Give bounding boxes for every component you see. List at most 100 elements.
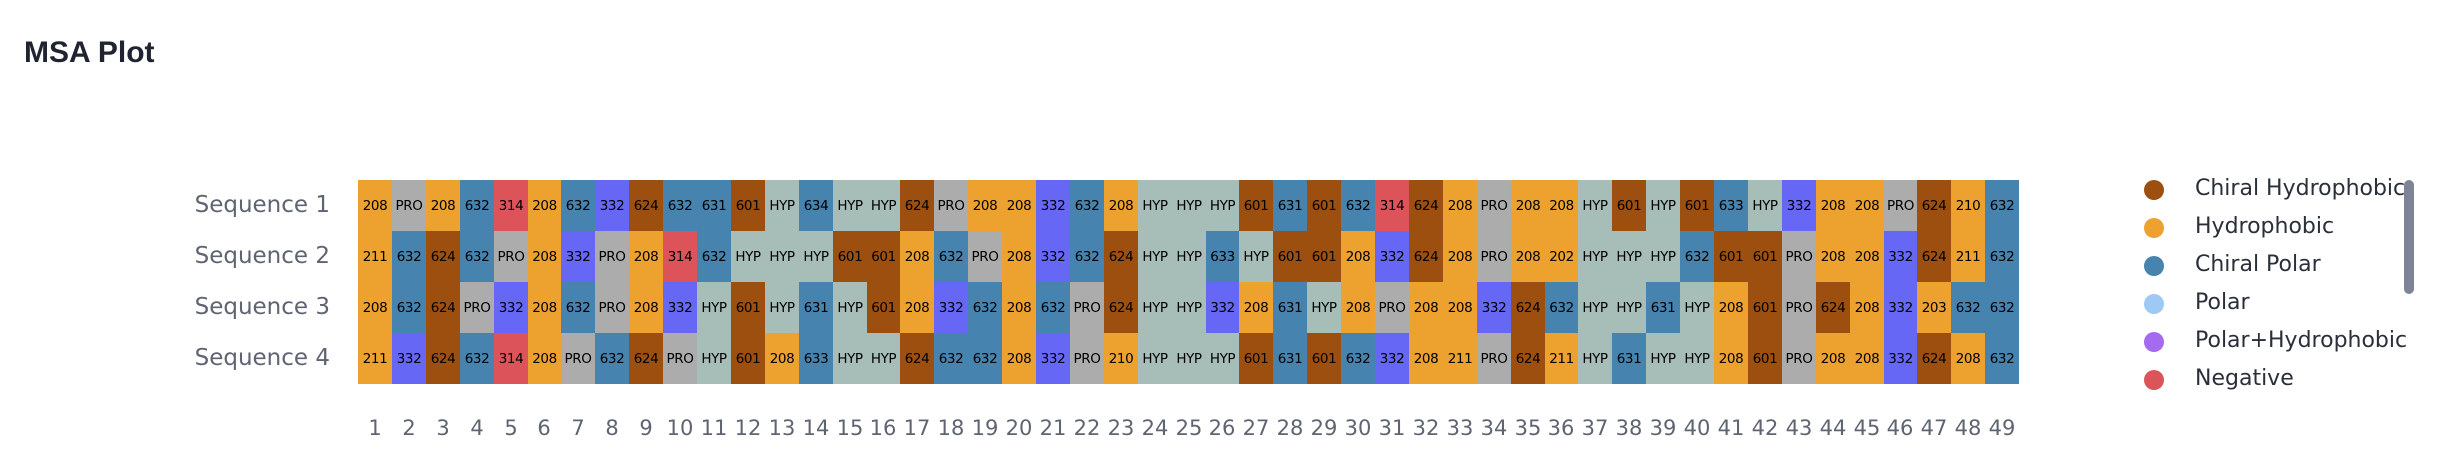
msa-cell[interactable]: 601 [1239, 333, 1273, 384]
msa-cell[interactable]: 208 [1409, 333, 1443, 384]
msa-cell[interactable]: 601 [1307, 180, 1341, 231]
legend-item-polar-hydrophobic[interactable]: Polar+Hydrophobic [2140, 326, 2420, 364]
legend-item-chiral-polar[interactable]: Chiral Polar [2140, 250, 2420, 288]
msa-cell[interactable]: 332 [934, 282, 968, 333]
msa-cell[interactable]: 208 [1850, 180, 1884, 231]
msa-cell[interactable]: 624 [629, 180, 663, 231]
msa-cell[interactable]: HYP [1138, 231, 1172, 282]
msa-cell[interactable]: HYP [1612, 231, 1646, 282]
msa-cell[interactable]: 624 [426, 282, 460, 333]
msa-cell[interactable]: 624 [629, 333, 663, 384]
msa-cell[interactable]: PRO [1782, 231, 1816, 282]
msa-cell[interactable]: 208 [1002, 180, 1036, 231]
msa-cell[interactable]: 208 [1850, 231, 1884, 282]
msa-cell[interactable]: 624 [1511, 333, 1545, 384]
msa-cell[interactable]: HYP [1172, 180, 1206, 231]
msa-cell[interactable]: HYP [1206, 180, 1239, 231]
msa-cell[interactable]: HYP [1578, 333, 1612, 384]
msa-cell[interactable]: PRO [1782, 333, 1816, 384]
msa-cell[interactable]: 211 [1443, 333, 1477, 384]
msa-cell[interactable]: 208 [1511, 231, 1545, 282]
msa-cell[interactable]: 211 [358, 231, 392, 282]
msa-cell[interactable]: 208 [528, 180, 561, 231]
msa-cell[interactable]: 208 [1443, 282, 1477, 333]
msa-cell[interactable]: 631 [697, 180, 731, 231]
msa-cell[interactable]: PRO [1477, 180, 1511, 231]
legend-item-negative[interactable]: Negative [2140, 364, 2420, 402]
msa-cell[interactable]: PRO [1477, 231, 1511, 282]
msa-cell[interactable]: HYP [697, 282, 731, 333]
msa-cell[interactable]: 632 [460, 333, 494, 384]
msa-cell[interactable]: PRO [392, 180, 426, 231]
msa-cell[interactable]: 632 [1985, 231, 2019, 282]
msa-cell[interactable]: 208 [1002, 333, 1036, 384]
msa-cell[interactable]: HYP [1138, 282, 1172, 333]
msa-cell[interactable]: 202 [1545, 231, 1578, 282]
msa-cell[interactable]: 208 [900, 282, 934, 333]
msa-cell[interactable]: 332 [1036, 180, 1070, 231]
msa-cell[interactable]: 314 [663, 231, 697, 282]
msa-cell[interactable]: 332 [663, 282, 697, 333]
legend-item-polar[interactable]: Polar [2140, 288, 2420, 326]
msa-cell[interactable]: HYP [1578, 282, 1612, 333]
msa-cell[interactable]: 632 [561, 180, 595, 231]
msa-cell[interactable]: PRO [1070, 282, 1104, 333]
msa-cell[interactable]: 631 [1646, 282, 1680, 333]
msa-cell[interactable]: HYP [867, 180, 900, 231]
msa-cell[interactable]: 601 [1307, 231, 1341, 282]
msa-cell[interactable]: 208 [528, 282, 561, 333]
msa-cell[interactable]: 632 [1985, 333, 2019, 384]
msa-cell[interactable]: 631 [1273, 282, 1307, 333]
legend-item-hydrophobic[interactable]: Hydrophobic [2140, 212, 2420, 250]
msa-cell[interactable]: HYP [765, 282, 799, 333]
msa-cell[interactable]: 634 [799, 180, 833, 231]
msa-cell[interactable]: 601 [1748, 231, 1782, 282]
msa-cell[interactable]: 208 [1545, 180, 1578, 231]
msa-cell[interactable]: 208 [1239, 282, 1273, 333]
msa-cell[interactable]: 601 [1748, 282, 1782, 333]
msa-cell[interactable]: 632 [460, 231, 494, 282]
msa-cell[interactable]: 332 [1884, 333, 1917, 384]
msa-cell[interactable]: 631 [1612, 333, 1646, 384]
msa-cell[interactable]: PRO [934, 180, 968, 231]
msa-cell[interactable]: 633 [799, 333, 833, 384]
msa-cell[interactable]: HYP [1680, 282, 1714, 333]
msa-cell[interactable]: PRO [595, 231, 629, 282]
msa-cell[interactable]: HYP [867, 333, 900, 384]
msa-cell[interactable]: 208 [1443, 231, 1477, 282]
msa-cell[interactable]: 632 [1985, 180, 2019, 231]
msa-cell[interactable]: 624 [426, 231, 460, 282]
msa-cell[interactable]: 208 [900, 231, 934, 282]
msa-cell[interactable]: 601 [833, 231, 867, 282]
msa-cell[interactable]: 632 [968, 333, 1002, 384]
msa-cell[interactable]: 208 [1816, 231, 1850, 282]
msa-cell[interactable]: 624 [900, 333, 934, 384]
msa-cell[interactable]: 208 [968, 180, 1002, 231]
msa-cell[interactable]: HYP [1680, 333, 1714, 384]
msa-cell[interactable]: 632 [934, 231, 968, 282]
msa-cell[interactable]: 208 [1002, 231, 1036, 282]
msa-cell[interactable]: 208 [1714, 333, 1748, 384]
msa-cell[interactable]: 632 [1070, 231, 1104, 282]
msa-cell[interactable]: 632 [663, 180, 697, 231]
msa-cell[interactable]: 601 [1748, 333, 1782, 384]
msa-cell[interactable]: PRO [460, 282, 494, 333]
msa-cell[interactable]: 624 [1409, 180, 1443, 231]
msa-cell[interactable]: 208 [1511, 180, 1545, 231]
msa-cell[interactable]: 601 [731, 282, 765, 333]
msa-cell[interactable]: 332 [561, 231, 595, 282]
msa-cell[interactable]: HYP [833, 333, 867, 384]
msa-cell[interactable]: 633 [1206, 231, 1239, 282]
msa-cell[interactable]: PRO [595, 282, 629, 333]
msa-cell[interactable]: 601 [1307, 333, 1341, 384]
msa-cell[interactable]: HYP [1172, 282, 1206, 333]
msa-cell[interactable]: 632 [460, 180, 494, 231]
msa-cell[interactable]: PRO [561, 333, 595, 384]
msa-cell[interactable]: HYP [1612, 282, 1646, 333]
msa-cell[interactable]: 332 [1036, 333, 1070, 384]
msa-cell[interactable]: PRO [968, 231, 1002, 282]
msa-cell[interactable]: 632 [1985, 282, 2019, 333]
msa-cell[interactable]: 208 [528, 333, 561, 384]
msa-cell[interactable]: PRO [1375, 282, 1409, 333]
msa-cell[interactable]: 208 [1341, 282, 1375, 333]
